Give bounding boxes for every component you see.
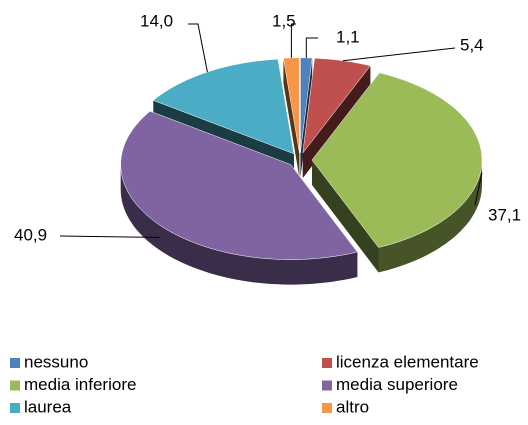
- legend-swatch: [322, 380, 332, 391]
- legend-swatch: [322, 358, 332, 368]
- slice-side: [283, 58, 300, 178]
- slice-wall: [378, 160, 482, 273]
- leader-line: [474, 172, 483, 206]
- legend-swatch: [322, 403, 332, 413]
- legend-label: media superiore: [336, 375, 458, 394]
- data-label: 37,1: [488, 205, 521, 224]
- legend-swatch: [10, 380, 20, 391]
- legend-label: nessuno: [24, 352, 88, 371]
- data-label: 1,5: [272, 11, 296, 30]
- data-label: 40,9: [14, 225, 47, 244]
- slice-wall: [120, 164, 358, 285]
- legend-label: laurea: [24, 397, 72, 416]
- legend-label: media inferiore: [24, 375, 136, 394]
- slice: [120, 110, 358, 260]
- data-label: 1,1: [336, 27, 360, 46]
- legend-label: altro: [336, 397, 369, 416]
- data-label: 5,4: [460, 35, 484, 54]
- slice: [311, 72, 483, 248]
- legend-label: licenza elementare: [336, 352, 479, 371]
- legend-swatch: [10, 358, 20, 368]
- leader-line: [342, 47, 456, 62]
- data-label: 14,0: [140, 11, 173, 30]
- leader-line: [59, 235, 160, 238]
- leader-line: [290, 23, 296, 58]
- leader-line: [305, 37, 318, 58]
- legend-swatch: [10, 403, 20, 413]
- slice-side: [312, 160, 379, 273]
- leader-line: [188, 23, 208, 73]
